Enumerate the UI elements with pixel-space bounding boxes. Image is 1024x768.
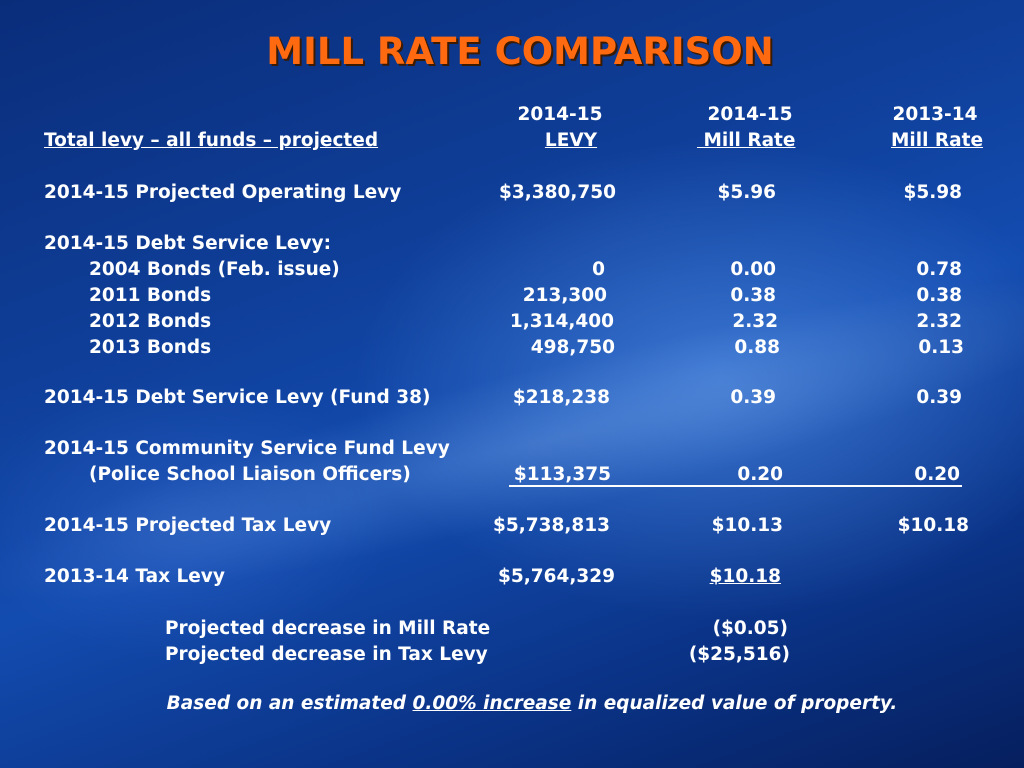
bond-2013-rate-1415: 0.88 <box>734 337 780 358</box>
operating-rate-1314: $5.98 <box>903 182 962 203</box>
decrease-mill-rate-label: Projected decrease in Mill Rate <box>165 618 491 639</box>
projected-rate-1314: $10.18 <box>897 515 969 536</box>
community-service-label: (Police School Liaison Officers) <box>89 464 411 485</box>
footnote-before: Based on an estimated <box>166 693 413 714</box>
footnote-emphasis: 0.00% increase <box>412 693 572 714</box>
decrease-tax-levy-value: ($25,516) <box>688 644 790 665</box>
bond-2011-rate-1415: 0.38 <box>730 285 776 306</box>
bond-2004-rate-1314: 0.78 <box>916 259 962 280</box>
community-service-rate-1415: 0.20 <box>737 464 783 485</box>
prior-tax-levy-value: $5,764,329 <box>497 566 615 587</box>
bond-2004-rate-1415: 0.00 <box>730 259 776 280</box>
bond-2012-rate-1314: 2.32 <box>916 311 962 332</box>
decrease-mill-rate-value: ($0.05) <box>712 618 788 639</box>
header-mill-rate-1314: Mill Rate <box>891 130 983 151</box>
header-row-label: Total levy – all funds – projected <box>44 130 379 151</box>
bond-2011-rate-1314: 0.38 <box>916 285 962 306</box>
bond-2012-levy: 1,314,400 <box>509 311 614 332</box>
header-levy-year: 2014-15 <box>517 104 603 125</box>
bond-2011-label: 2011 Bonds <box>89 285 212 306</box>
bond-2013-label: 2013 Bonds <box>89 337 212 358</box>
header-levy: LEVY <box>544 130 598 151</box>
projected-tax-levy-value: $5,738,813 <box>492 515 610 536</box>
projected-rate-1415: $10.13 <box>711 515 783 536</box>
community-service-levy: $113,375 <box>513 464 611 485</box>
bond-2004-label: 2004 Bonds (Feb. issue) <box>89 259 340 280</box>
header-mill-rate-1415: Mill Rate <box>703 130 796 151</box>
operating-levy-value: $3,380,750 <box>498 182 616 203</box>
header-rate-year-1415: 2014-15 <box>707 104 793 125</box>
projected-tax-levy-label: 2014-15 Projected Tax Levy <box>44 515 332 536</box>
debt-service-heading: 2014-15 Debt Service Levy: <box>44 233 331 254</box>
bond-2013-rate-1314: 0.13 <box>918 337 964 358</box>
footnote: Based on an estimated 0.00% increase in … <box>0 693 1024 714</box>
bond-2012-label: 2012 Bonds <box>89 311 212 332</box>
community-service-underline <box>509 485 962 487</box>
bond-2004-levy: 0 <box>592 259 605 280</box>
fund38-label: 2014-15 Debt Service Levy (Fund 38) <box>44 387 431 408</box>
footnote-after: in equalized value of property. <box>571 693 898 714</box>
fund38-rate-1415: 0.39 <box>730 387 776 408</box>
community-service-rate-1314: 0.20 <box>914 464 960 485</box>
operating-levy-label: 2014-15 Projected Operating Levy <box>44 182 402 203</box>
community-service-heading: 2014-15 Community Service Fund Levy <box>44 438 450 459</box>
slide-title: MILL RATE COMPARISON <box>266 30 774 73</box>
prior-rate-1415: $10.18 <box>709 566 781 587</box>
decrease-tax-levy-label: Projected decrease in Tax Levy <box>165 644 488 665</box>
operating-rate-1415: $5.96 <box>717 182 776 203</box>
header-rate-year-1314: 2013-14 <box>892 104 978 125</box>
bond-2011-levy: 213,300 <box>522 285 607 306</box>
prior-tax-levy-label: 2013-14 Tax Levy <box>44 566 225 587</box>
fund38-rate-1314: 0.39 <box>916 387 962 408</box>
fund38-levy: $218,238 <box>512 387 610 408</box>
bond-2012-rate-1415: 2.32 <box>732 311 778 332</box>
bond-2013-levy: 498,750 <box>530 337 615 358</box>
